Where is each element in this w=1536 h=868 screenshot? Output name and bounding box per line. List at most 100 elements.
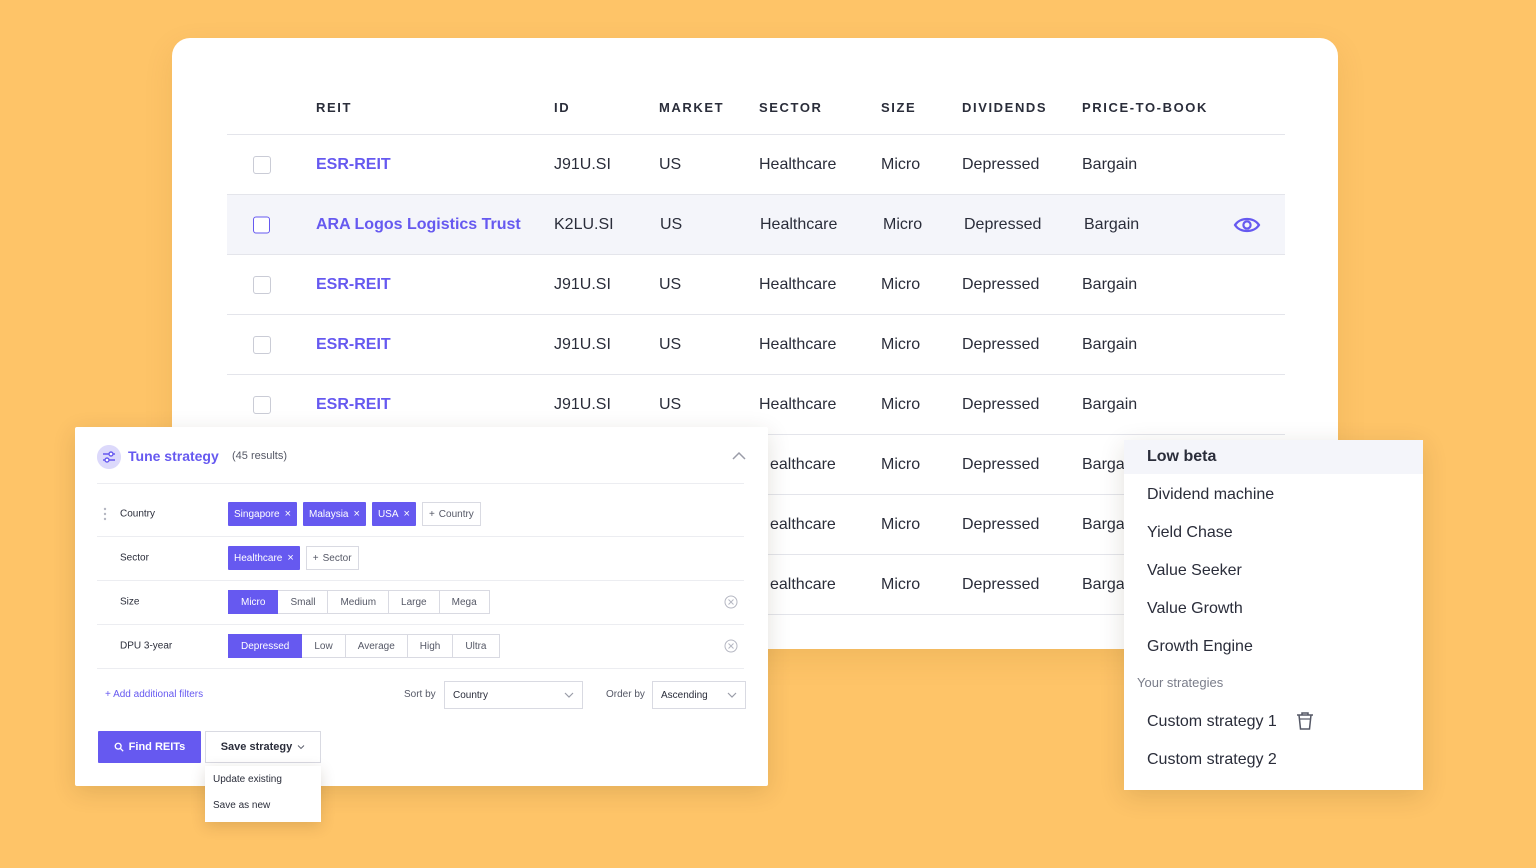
strategy-option-custom-1[interactable]: Custom strategy 1 <box>1147 713 1277 730</box>
tune-strategy-header[interactable]: Tune strategy (45 results) <box>97 445 747 469</box>
reit-price-to-book: Bargain <box>1084 215 1140 233</box>
clear-icon[interactable] <box>724 639 738 653</box>
chip-label: Singapore <box>234 508 280 520</box>
reit-id: J91U.SI <box>554 395 611 413</box>
plus-icon: + <box>105 689 114 700</box>
dpu-option[interactable]: Depressed <box>228 634 303 658</box>
dpu-option[interactable]: Low <box>302 634 346 658</box>
reit-name-link[interactable]: ESR-REIT <box>316 395 391 413</box>
size-option[interactable]: Medium <box>328 590 390 614</box>
reit-name-link[interactable]: ESR-REIT <box>316 275 391 293</box>
find-reits-label: Find REITs <box>128 741 186 753</box>
row-checkbox[interactable] <box>253 275 271 294</box>
column-header-size[interactable]: SIZE <box>881 100 917 115</box>
add-country-button[interactable]: + Country <box>421 502 481 526</box>
search-icon <box>114 742 124 752</box>
dpu-segmented-control: Depressed Low Average High Ultra <box>228 634 500 658</box>
trash-icon[interactable] <box>1296 711 1314 731</box>
remove-icon[interactable]: × <box>284 507 292 520</box>
chip-label: Malaysia <box>309 508 349 520</box>
menu-item-save-as-new[interactable]: Save as new <box>213 800 271 811</box>
clear-icon[interactable] <box>724 595 738 609</box>
dpu-option[interactable]: Ultra <box>453 634 500 658</box>
table-row[interactable]: ESR-REIT J91U.SI US Healthcare Micro Dep… <box>227 255 1285 315</box>
chevron-down-icon <box>727 692 737 698</box>
column-header-market[interactable]: MARKET <box>659 100 725 115</box>
sort-by-select[interactable]: Country <box>444 681 583 709</box>
dpu-option[interactable]: Average <box>345 634 408 658</box>
filter-row-country: Country Singapore × Malaysia × USA × + Count… <box>97 492 744 537</box>
size-option[interactable]: Large <box>389 590 440 614</box>
strategy-option-growth-engine[interactable]: Growth Engine <box>1147 638 1253 655</box>
tune-strategy-title: Tune strategy <box>128 448 219 464</box>
reit-size: Micro <box>881 575 921 593</box>
reit-name-link[interactable]: ESR-REIT <box>316 335 391 353</box>
strategy-option-dividend-machine[interactable]: Dividend machine <box>1147 486 1275 503</box>
column-header-dividends[interactable]: DIVIDENDS <box>962 100 1048 115</box>
country-chip[interactable]: USA × <box>371 502 416 526</box>
reit-dividends: Depressed <box>962 455 1040 473</box>
add-sector-label: Sector <box>322 552 352 564</box>
country-chip[interactable]: Singapore × <box>228 502 298 526</box>
reit-sector: ealthcare <box>770 515 836 533</box>
size-option[interactable]: Small <box>278 590 329 614</box>
row-checkbox[interactable] <box>253 216 270 233</box>
table-row[interactable]: ESR-REIT J91U.SI US Healthcare Micro Dep… <box>227 135 1285 195</box>
reit-name-link[interactable]: ARA Logos Logistics Trust <box>316 215 521 233</box>
column-header-reit[interactable]: REIT <box>316 100 353 115</box>
row-checkbox[interactable] <box>253 155 271 174</box>
reit-id: K2LU.SI <box>554 215 614 233</box>
reit-dividends: Depressed <box>964 215 1042 233</box>
add-sector-button[interactable]: + Sector <box>305 546 359 570</box>
remove-icon[interactable]: × <box>403 507 410 520</box>
drag-handle-icon[interactable] <box>103 507 107 521</box>
plus-icon: + <box>312 552 319 564</box>
strategy-option-custom-2[interactable]: Custom strategy 2 <box>1147 751 1277 768</box>
strategy-option-low-beta[interactable]: Low beta <box>1147 448 1217 465</box>
size-option[interactable]: Micro <box>228 590 279 614</box>
filter-row-dpu: DPU 3-year Depressed Low Average High Ul… <box>97 624 744 669</box>
column-header-sector[interactable]: SECTOR <box>759 100 823 115</box>
country-chip[interactable]: Malaysia × <box>303 502 366 526</box>
plus-icon: + <box>428 508 435 520</box>
order-by-select[interactable]: Ascending <box>652 681 746 709</box>
size-option[interactable]: Mega <box>439 590 490 614</box>
add-filters-label: Add additional filters <box>113 689 204 700</box>
remove-icon[interactable]: × <box>287 551 294 564</box>
add-filters-link[interactable]: + Add additional filters <box>105 689 203 700</box>
menu-item-update-existing[interactable]: Update existing <box>213 774 282 785</box>
row-checkbox[interactable] <box>253 395 271 414</box>
table-row[interactable]: ESR-REIT J91U.SI US Healthcare Micro Dep… <box>227 375 1285 435</box>
reit-sector: Healthcare <box>759 395 837 413</box>
reit-size: Micro <box>881 395 921 413</box>
save-strategy-button[interactable]: Save strategy <box>205 731 321 763</box>
reit-price-to-book: Bargain <box>1082 275 1138 293</box>
chevron-down-icon <box>297 745 305 750</box>
find-reits-button[interactable]: Find REITs <box>98 731 201 763</box>
reit-sector: Healthcare <box>759 335 837 353</box>
country-chips: Singapore × Malaysia × USA × + Country <box>228 502 481 526</box>
reit-market: US <box>659 335 682 353</box>
reit-price-to-book: Bargain <box>1082 335 1138 353</box>
sector-chip[interactable]: Healthcare × <box>228 546 300 570</box>
reit-size: Micro <box>881 275 921 293</box>
dpu-option[interactable]: High <box>407 634 454 658</box>
chevron-up-icon[interactable] <box>731 449 747 463</box>
column-header-price-to-book[interactable]: PRICE-TO-BOOK <box>1082 100 1209 115</box>
save-strategy-menu: Update existing Save as new <box>205 766 321 822</box>
reit-sector: Healthcare <box>759 155 837 173</box>
reit-sector: Healthcare <box>760 215 838 233</box>
column-header-id[interactable]: ID <box>554 100 571 115</box>
reit-size: Micro <box>883 215 923 233</box>
remove-icon[interactable]: × <box>353 507 360 520</box>
strategy-option-value-growth[interactable]: Value Growth <box>1147 600 1243 617</box>
reit-name-link[interactable]: ESR-REIT <box>316 155 391 173</box>
strategy-option-yield-chase[interactable]: Yield Chase <box>1147 524 1233 541</box>
row-checkbox[interactable] <box>253 335 271 354</box>
table-row[interactable]: ARA Logos Logistics Trust K2LU.SI US Hea… <box>227 195 1285 255</box>
strategy-option-value-seeker[interactable]: Value Seeker <box>1147 562 1242 579</box>
table-row[interactable]: ESR-REIT J91U.SI US Healthcare Micro Dep… <box>227 315 1285 375</box>
filter-row-size: Size Micro Small Medium Large Mega <box>97 580 744 625</box>
reit-id: J91U.SI <box>554 275 611 293</box>
eye-icon[interactable] <box>1233 215 1261 235</box>
